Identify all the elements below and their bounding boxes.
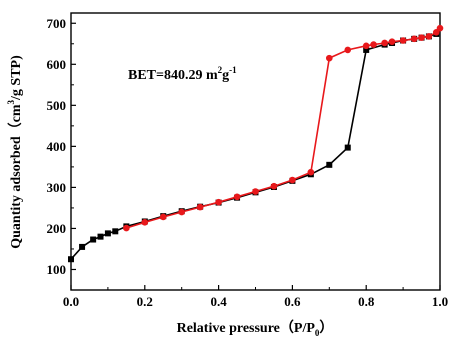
data-point [252,188,259,195]
data-point [90,236,97,243]
data-point [418,34,425,41]
data-point [388,38,396,46]
data-point [215,198,222,206]
x-tick-label: 0.8 [358,294,375,309]
data-point [425,33,433,40]
data-point [289,176,296,184]
data-point [326,161,333,168]
data-point [363,46,370,53]
x-tick-label: 0.6 [284,294,301,309]
data-point [141,218,149,226]
data-point [326,54,333,62]
data-point [362,42,370,50]
plot-frame [70,12,441,291]
y-tick-label: 300 [47,180,67,195]
annotation-bet: BET=840.29 m2g-1 [128,65,237,83]
data-point [436,24,444,32]
series-1 [123,24,444,232]
data-point [68,256,74,263]
data-point [399,37,407,44]
y-tick-label: 500 [47,98,67,113]
data-point [307,168,315,176]
data-point [196,203,204,211]
data-point [270,182,278,190]
data-point [410,35,418,43]
y-axis-title: Quantity adsorbed（cm3/g STP) [6,55,24,249]
series-layer [68,24,444,263]
x-axis-title: Relative pressure（P/P0） [177,320,334,338]
series-line [126,27,441,229]
data-point [104,230,111,237]
data-point [344,46,352,54]
data-point [97,233,104,240]
data-point [344,144,351,151]
data-point [233,193,241,201]
data-point [370,41,377,48]
x-tick-label: 0.4 [210,294,227,309]
y-tick-label: 100 [47,262,67,277]
y-tick-label: 700 [47,16,67,31]
ticks: 0.0 0.2 0.4 0.6 0.8 1.0 100 200 300 400 500 600 700 [47,16,449,309]
data-point [178,208,185,216]
y-tick-label: 600 [47,57,67,72]
data-point [112,228,119,235]
y-tick-label: 400 [47,139,67,154]
data-point [79,243,86,250]
x-tick-label: 1.0 [432,294,448,309]
x-tick-label: 0.2 [137,294,153,309]
data-point [381,39,388,47]
y-tick-label: 200 [47,221,67,236]
x-tick-label: 0.0 [63,294,79,309]
data-point [123,224,130,232]
data-point [159,213,167,221]
